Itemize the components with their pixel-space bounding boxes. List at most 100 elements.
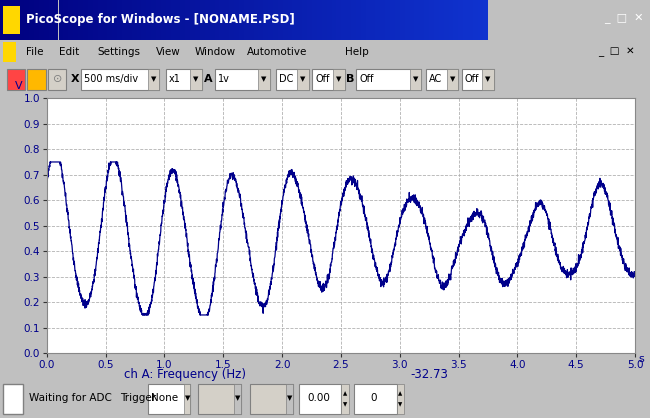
Bar [410, 69, 421, 90]
Text: _  □  ✕: _ □ ✕ [598, 47, 635, 57]
Bar [482, 69, 494, 90]
Bar [376, 0, 380, 40]
Bar [244, 0, 248, 40]
Bar [14, 0, 20, 40]
Bar [151, 0, 156, 40]
Bar [312, 0, 317, 40]
Bar [404, 0, 410, 40]
Bar [327, 0, 332, 40]
Bar [78, 0, 83, 40]
Bar [205, 0, 209, 40]
Bar [195, 0, 200, 40]
Bar [209, 0, 215, 40]
Bar [117, 0, 122, 40]
Bar [302, 0, 307, 40]
Text: ▼: ▼ [287, 395, 292, 401]
Bar [419, 0, 424, 40]
Text: View: View [156, 47, 181, 57]
Text: ▼: ▼ [413, 76, 418, 82]
Bar [365, 0, 370, 40]
Bar [400, 0, 404, 40]
Text: ▲: ▲ [398, 391, 402, 396]
Text: Off: Off [465, 74, 479, 84]
Bar [170, 0, 176, 40]
Text: Window: Window [195, 47, 236, 57]
Bar [103, 0, 107, 40]
Bar [356, 0, 361, 40]
Bar [136, 0, 142, 40]
Text: s: s [638, 354, 644, 364]
Bar [317, 0, 322, 40]
Bar [297, 69, 309, 90]
Bar [185, 0, 190, 40]
Bar [81, 69, 159, 90]
Bar [312, 69, 344, 90]
Bar [166, 0, 170, 40]
Bar [5, 0, 10, 40]
Text: ▼: ▼ [398, 403, 402, 407]
Bar [48, 69, 66, 90]
Bar [34, 0, 39, 40]
Text: None: None [151, 393, 178, 403]
Bar [49, 0, 53, 40]
Text: V: V [14, 81, 22, 91]
Bar [250, 384, 292, 414]
Bar [426, 69, 458, 90]
Bar [370, 0, 376, 40]
Bar [3, 384, 23, 414]
Bar [468, 0, 473, 40]
Bar [0, 0, 5, 40]
Bar [356, 69, 421, 90]
Bar [298, 0, 302, 40]
Bar [385, 0, 390, 40]
Bar [299, 384, 341, 414]
Bar [454, 0, 458, 40]
Bar [341, 0, 346, 40]
Bar [112, 0, 117, 40]
Text: 0.00: 0.00 [307, 393, 330, 403]
Text: x1: x1 [169, 74, 181, 84]
Bar [396, 384, 404, 414]
Bar [429, 0, 434, 40]
Bar [333, 69, 344, 90]
Bar [156, 0, 161, 40]
Bar [361, 0, 365, 40]
Bar [93, 0, 98, 40]
Bar [473, 0, 478, 40]
Bar [268, 0, 273, 40]
Bar [292, 0, 298, 40]
Bar [180, 0, 185, 40]
Bar [131, 0, 136, 40]
Bar [283, 0, 287, 40]
Text: Trigger: Trigger [120, 393, 157, 403]
Bar [88, 0, 92, 40]
Bar [415, 0, 419, 40]
Text: DC: DC [280, 74, 294, 84]
Bar [176, 0, 180, 40]
Bar [98, 0, 103, 40]
Text: Off: Off [359, 74, 374, 84]
Bar [214, 0, 220, 40]
Bar [107, 0, 112, 40]
Bar [20, 0, 25, 40]
Text: Waiting for ADC: Waiting for ADC [29, 393, 112, 403]
Bar [380, 0, 385, 40]
Bar [3, 42, 16, 62]
Bar [332, 0, 337, 40]
Bar [6, 69, 25, 90]
Text: B: B [346, 74, 354, 84]
Bar [273, 0, 278, 40]
Bar [190, 0, 195, 40]
Text: Off: Off [315, 74, 330, 84]
Text: ▼: ▼ [193, 76, 198, 82]
Text: -32.73: -32.73 [410, 367, 448, 381]
Bar [234, 0, 239, 40]
Bar [44, 0, 49, 40]
Bar [68, 0, 73, 40]
Text: Edit: Edit [58, 47, 79, 57]
Bar [234, 384, 240, 414]
Bar [248, 0, 254, 40]
Bar [390, 0, 395, 40]
Bar [161, 0, 166, 40]
Bar [482, 0, 488, 40]
